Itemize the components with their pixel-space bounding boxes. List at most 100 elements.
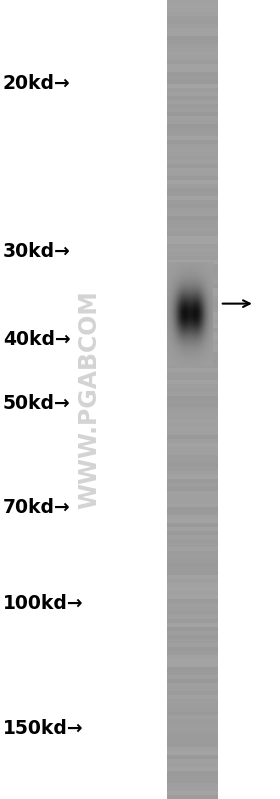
Bar (167, 248, 218, 252)
Bar (167, 407, 218, 411)
Bar (167, 751, 218, 755)
Bar (167, 571, 218, 575)
Text: 100kd→: 100kd→ (3, 594, 83, 613)
Bar (167, 579, 218, 583)
Bar (167, 551, 218, 555)
Text: 30kd→: 30kd→ (3, 242, 71, 261)
Bar (167, 212, 218, 216)
Bar (167, 352, 218, 356)
Bar (167, 463, 218, 467)
Bar (167, 360, 218, 364)
Bar (167, 204, 218, 208)
Bar (167, 308, 218, 312)
Bar (167, 208, 218, 212)
Bar (167, 168, 218, 172)
Bar (167, 336, 218, 340)
Bar (167, 559, 218, 563)
Bar (167, 795, 218, 799)
Bar (167, 631, 218, 635)
Bar (167, 196, 218, 200)
Bar (167, 471, 218, 475)
Bar (167, 575, 218, 579)
Bar (167, 607, 218, 611)
Bar (167, 44, 218, 48)
Bar (167, 324, 218, 328)
Bar (167, 12, 218, 16)
Bar (167, 763, 218, 767)
Bar (167, 719, 218, 723)
Bar (167, 368, 218, 372)
Bar (167, 344, 218, 348)
Bar (167, 128, 218, 132)
Bar (167, 759, 218, 763)
Bar (167, 164, 218, 168)
Bar (167, 380, 218, 384)
Bar (167, 28, 218, 32)
Bar (167, 475, 218, 479)
Bar (167, 188, 218, 192)
Bar (167, 647, 218, 651)
Bar (167, 583, 218, 587)
Bar (167, 427, 218, 431)
Bar (167, 743, 218, 747)
Bar (167, 539, 218, 543)
Bar (167, 388, 218, 392)
Bar (167, 599, 218, 603)
Bar (167, 120, 218, 124)
Bar (167, 24, 218, 28)
Bar (167, 419, 218, 423)
Bar (167, 268, 218, 272)
Bar (167, 403, 218, 407)
Text: 20kd→: 20kd→ (3, 74, 71, 93)
Bar (167, 735, 218, 739)
Bar (167, 775, 218, 779)
Bar (167, 384, 218, 388)
Bar (167, 320, 218, 324)
Bar (167, 100, 218, 104)
Bar (167, 627, 218, 631)
Bar (167, 527, 218, 531)
Bar (167, 76, 218, 80)
Bar (167, 300, 218, 304)
Bar (167, 144, 218, 148)
Bar (167, 727, 218, 731)
Bar (167, 683, 218, 687)
Bar (167, 56, 218, 60)
Bar (167, 232, 218, 236)
Bar (167, 687, 218, 691)
Bar (167, 176, 218, 180)
Bar (167, 348, 218, 352)
Bar (167, 483, 218, 487)
Bar (167, 667, 218, 671)
Bar (167, 52, 218, 56)
Bar (167, 296, 218, 300)
Bar (167, 104, 218, 108)
Bar (167, 547, 218, 551)
Bar (167, 723, 218, 727)
Bar (167, 396, 218, 400)
Text: WWW.PGABCOM: WWW.PGABCOM (78, 290, 102, 509)
Bar (167, 635, 218, 639)
Bar (167, 459, 218, 463)
Bar (167, 707, 218, 711)
Bar (167, 739, 218, 743)
Bar (167, 292, 218, 296)
Bar (167, 411, 218, 415)
Bar (167, 80, 218, 84)
Bar (167, 20, 218, 24)
Bar (167, 507, 218, 511)
Bar (167, 332, 218, 336)
Bar (167, 96, 218, 100)
Bar (167, 256, 218, 260)
Bar (167, 515, 218, 519)
Bar (167, 284, 218, 288)
Bar (167, 92, 218, 96)
Bar (167, 499, 218, 503)
Bar (167, 491, 218, 495)
Bar (167, 16, 218, 20)
Bar (167, 563, 218, 567)
Bar (167, 435, 218, 439)
Bar (167, 200, 218, 204)
Bar (167, 272, 218, 276)
Bar (167, 479, 218, 483)
